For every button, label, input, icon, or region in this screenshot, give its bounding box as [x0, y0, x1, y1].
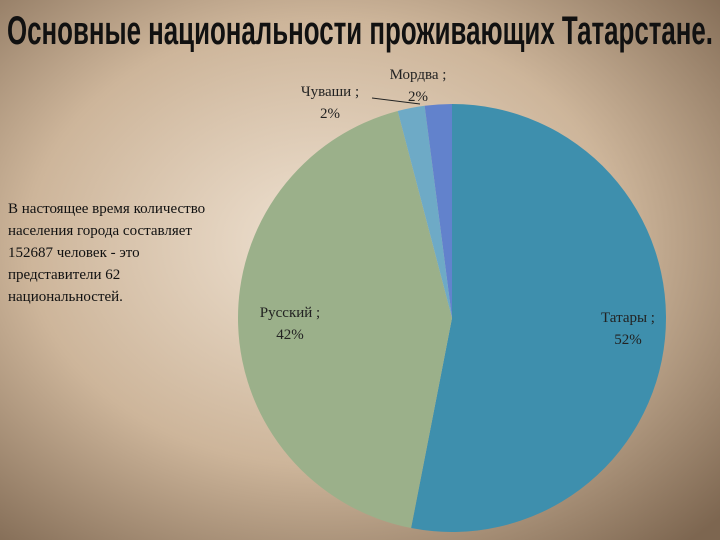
pie-slice	[238, 110, 452, 529]
annotation: В настоящее время количество населения го…	[8, 201, 205, 305]
pie-slice	[397, 105, 452, 319]
slice-value-label: 2%	[320, 106, 340, 122]
pie-slice	[424, 104, 452, 318]
annotation-line: 152687 человек - это	[8, 245, 140, 261]
pie	[238, 104, 666, 532]
pie-slice	[411, 104, 666, 532]
slice-label: Татары ;	[601, 310, 655, 326]
chart-title: Основные национальности проживающих Тата…	[7, 9, 713, 53]
slice-value-label: 52%	[614, 332, 642, 348]
leader-line	[371, 97, 421, 105]
annotation-line: В настоящее время количество	[8, 201, 205, 217]
slice-label: Русский ;	[260, 305, 320, 321]
slice-value-label: 2%	[408, 89, 428, 105]
slice-value-label: 42%	[276, 327, 304, 343]
labels: Татары ; 52% Русский ; 42% Чуваши ; 2% Мордва …	[260, 67, 655, 348]
annotation-line: представители 62	[8, 267, 120, 283]
annotation-line: национальностей.	[8, 289, 123, 305]
annotation-line: населения города составляет	[8, 223, 192, 239]
slice-label: Мордва ;	[390, 67, 447, 83]
slice-label: Чуваши ;	[301, 84, 359, 100]
